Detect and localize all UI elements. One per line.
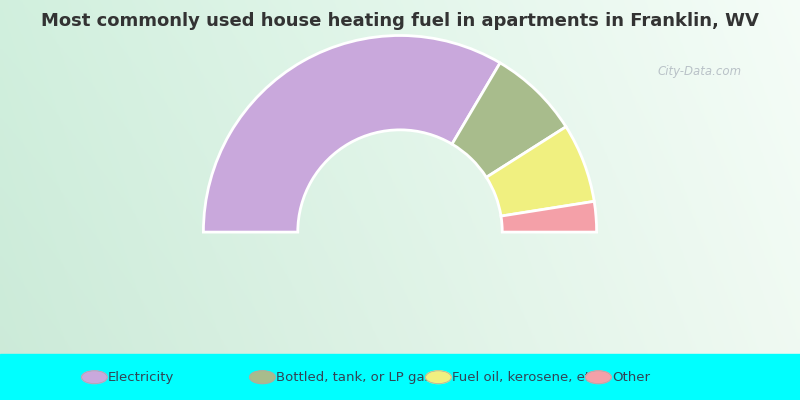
Text: Electricity: Electricity xyxy=(108,371,174,384)
Wedge shape xyxy=(501,201,597,232)
Text: Most commonly used house heating fuel in apartments in Franklin, WV: Most commonly used house heating fuel in… xyxy=(41,12,759,30)
Circle shape xyxy=(586,371,611,384)
Text: City-Data.com: City-Data.com xyxy=(658,66,742,78)
Circle shape xyxy=(250,371,275,384)
Text: Bottled, tank, or LP gas: Bottled, tank, or LP gas xyxy=(276,371,431,384)
Bar xyxy=(0,354,800,400)
Text: Other: Other xyxy=(612,371,650,384)
Circle shape xyxy=(82,371,107,384)
Wedge shape xyxy=(452,63,566,177)
Wedge shape xyxy=(486,127,594,216)
Wedge shape xyxy=(203,36,500,232)
Text: Fuel oil, kerosene, etc.: Fuel oil, kerosene, etc. xyxy=(452,371,602,384)
Circle shape xyxy=(426,371,451,384)
